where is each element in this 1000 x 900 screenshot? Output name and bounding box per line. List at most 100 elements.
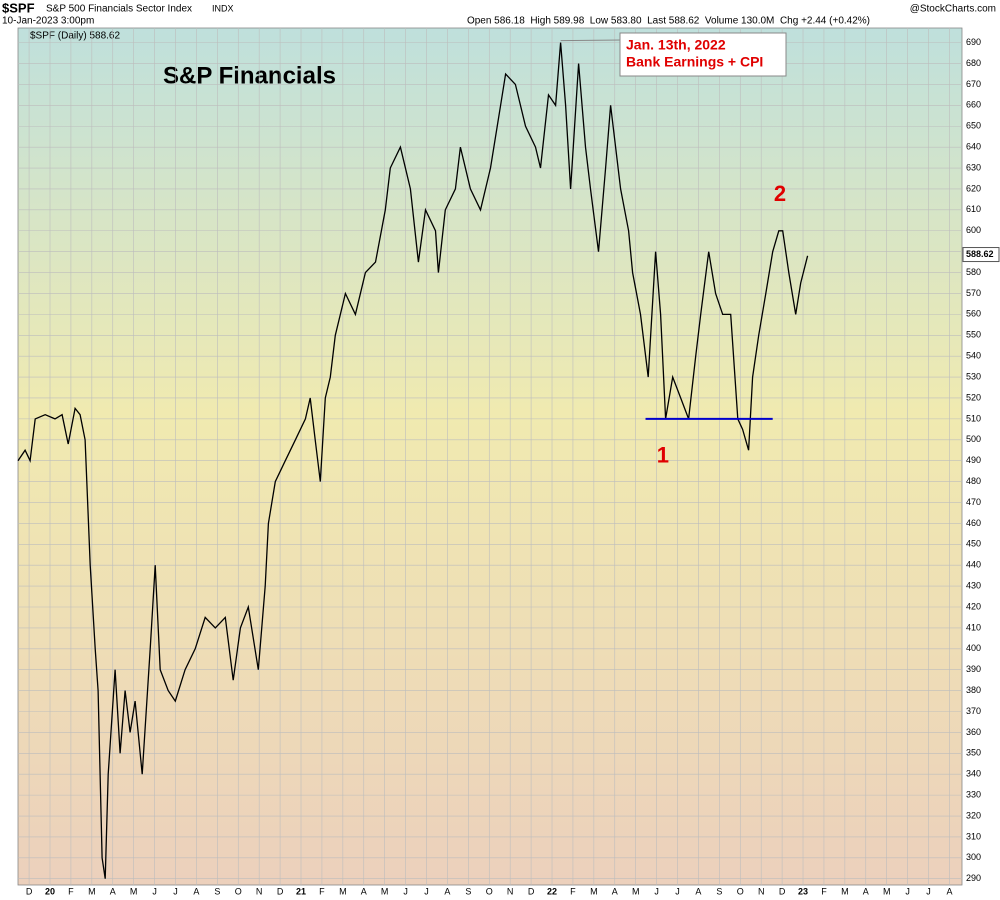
x-tick-label: A [695,886,701,896]
x-tick-label: M [632,886,640,896]
legend: $SPF (Daily) 588.62 [30,31,120,42]
y-tick-label: 630 [966,162,981,172]
y-tick-label: 440 [966,560,981,570]
y-tick-label: 400 [966,643,981,653]
x-tick-label: F [821,886,827,896]
x-tick-label: 22 [547,886,557,896]
x-tick-label: J [905,886,910,896]
x-tick-label: F [68,886,74,896]
x-tick-label: F [570,886,576,896]
x-tick-label: J [675,886,680,896]
last-price-label: 588.62 [966,249,994,259]
x-tick-label: A [361,886,367,896]
x-tick-label: F [319,886,325,896]
y-tick-label: 310 [966,831,981,841]
subtitle: S&P 500 Financials Sector Index [46,4,192,15]
y-tick-label: 290 [966,873,981,883]
last-price-tag [962,247,1000,263]
y-tick-label: 550 [966,330,981,340]
y-tick-label: 320 [966,810,981,820]
annotation-number: 1 [657,442,669,467]
x-tick-label: A [193,886,199,896]
y-tick-label: 640 [966,142,981,152]
y-tick-label: 680 [966,58,981,68]
y-tick-label: 650 [966,121,981,131]
plot-area [17,27,963,886]
callout-pointer [560,39,623,42]
x-tick-label: J [926,886,931,896]
y-tick-label: 430 [966,580,981,590]
y-tick-label: 620 [966,183,981,193]
x-tick-label: A [110,886,116,896]
x-tick-label: S [716,886,722,896]
x-tick-label: M [883,886,891,896]
x-tick-label: S [465,886,471,896]
x-tick-label: 20 [45,886,55,896]
x-tick-label: J [424,886,429,896]
x-tick-label: A [946,886,952,896]
y-tick-label: 530 [966,371,981,381]
price-line [17,42,809,879]
x-tick-label: N [507,886,514,896]
x-tick-label: M [88,886,96,896]
y-tick-label: 570 [966,288,981,298]
y-tick-label: 300 [966,852,981,862]
y-tick-label: 330 [966,789,981,799]
callout-text: Bank Earnings + CPI [626,54,763,70]
x-tick-label: J [654,886,659,896]
x-tick-label: J [173,886,178,896]
y-tick-label: 580 [966,267,981,277]
exchange: INDX [212,3,234,13]
x-tick-label: D [277,886,284,896]
x-tick-label: D [779,886,786,896]
y-tick-label: 380 [966,685,981,695]
y-tick-label: 390 [966,664,981,674]
y-tick-label: 540 [966,351,981,361]
y-tick-label: 360 [966,727,981,737]
chart-title: S&P Financials [163,62,336,89]
y-tick-label: 660 [966,100,981,110]
x-tick-label: A [444,886,450,896]
x-tick-label: O [486,886,493,896]
y-tick-label: 370 [966,706,981,716]
symbol: $SPF [2,0,35,15]
y-tick-label: 490 [966,455,981,465]
y-tick-label: 420 [966,601,981,611]
y-tick-label: 470 [966,497,981,507]
x-tick-label: M [381,886,389,896]
callout-text: Jan. 13th, 2022 [626,37,726,53]
x-tick-label: D [528,886,535,896]
y-tick-label: 520 [966,392,981,402]
y-tick-label: 410 [966,622,981,632]
x-tick-label: M [130,886,138,896]
y-tick-label: 480 [966,476,981,486]
x-tick-label: O [235,886,242,896]
x-tick-label: M [590,886,598,896]
y-tick-label: 560 [966,309,981,319]
x-tick-label: A [863,886,869,896]
y-tick-label: 690 [966,37,981,47]
callout-box [619,32,787,77]
x-tick-label: D [26,886,33,896]
y-tick-label: 350 [966,748,981,758]
y-tick-label: 600 [966,225,981,235]
x-tick-label: 23 [798,886,808,896]
x-tick-label: M [841,886,849,896]
x-tick-label: O [737,886,744,896]
annotation-number: 2 [774,181,786,206]
x-tick-label: J [152,886,157,896]
quote: Open 586.18 High 589.98 Low 583.80 Last … [467,16,870,27]
x-tick-label: M [339,886,347,896]
x-tick-label: 21 [296,886,306,896]
y-tick-label: 450 [966,539,981,549]
y-tick-label: 500 [966,434,981,444]
date: 10-Jan-2023 3:00pm [2,16,94,27]
x-tick-label: N [758,886,765,896]
x-tick-label: A [612,886,618,896]
y-tick-label: 460 [966,518,981,528]
x-tick-label: J [403,886,408,896]
x-tick-label: S [214,886,220,896]
source: @StockCharts.com [910,4,996,15]
y-tick-label: 610 [966,204,981,214]
